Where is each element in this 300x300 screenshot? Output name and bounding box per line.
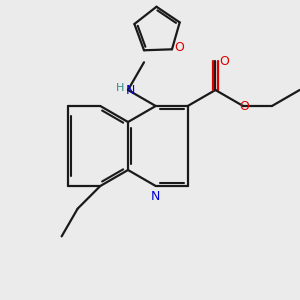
Text: N: N [151, 190, 160, 202]
Text: O: O [219, 55, 229, 68]
Text: H: H [116, 83, 124, 93]
Text: N: N [125, 83, 135, 97]
Text: O: O [174, 41, 184, 54]
Text: O: O [239, 100, 249, 112]
